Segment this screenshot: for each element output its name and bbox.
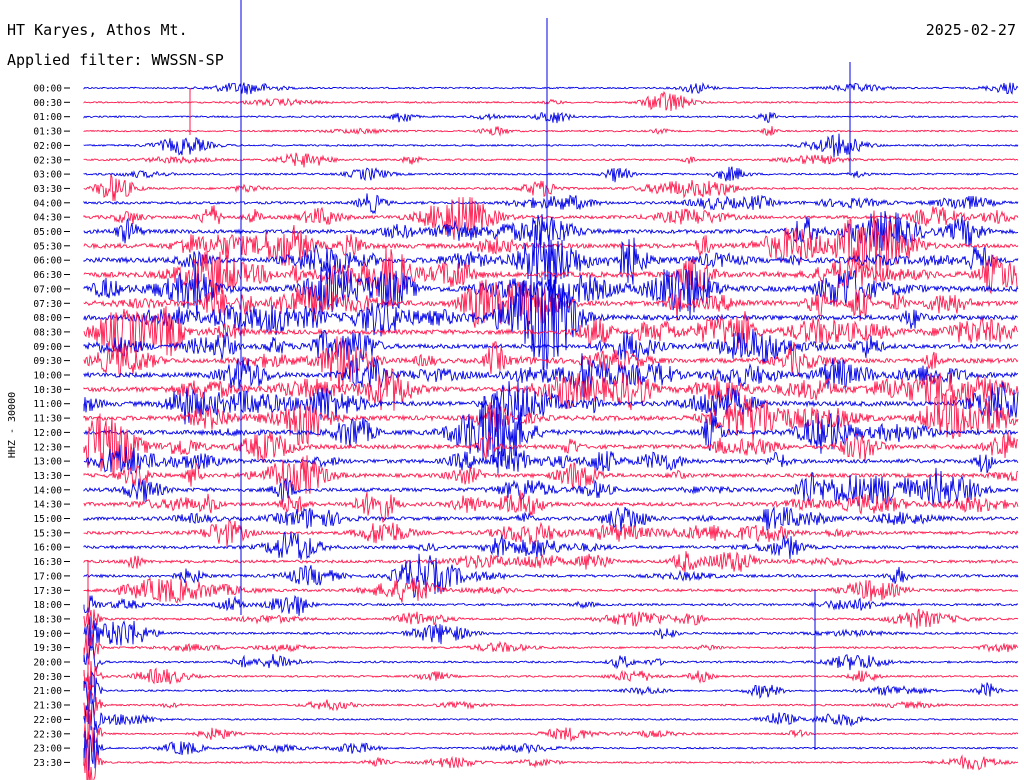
- trace-line: [83, 455, 1019, 494]
- time-tick-label: 02:30: [33, 155, 62, 166]
- trace-line: [83, 684, 1019, 723]
- station-title: HT Karyes, Athos Mt.: [7, 21, 188, 39]
- trace-line: [83, 133, 1019, 158]
- trace-line: [83, 551, 1018, 573]
- time-tick-label: 10:30: [33, 385, 62, 396]
- time-tick-label: 23:30: [33, 758, 62, 769]
- trace-line: [83, 81, 1019, 95]
- time-tick-label: 16:30: [33, 557, 62, 568]
- time-tick-label: 11:30: [33, 414, 62, 425]
- time-tick-label: 07:30: [33, 299, 62, 310]
- time-tick-label: 19:00: [33, 629, 62, 640]
- time-tick-label: 18:00: [33, 600, 62, 611]
- y-axis-label: HHZ - 30000: [7, 392, 18, 458]
- time-tick-label: 09:30: [33, 356, 62, 367]
- time-tick-label: 12:00: [33, 428, 62, 439]
- trace-line: [83, 224, 1019, 287]
- time-tick-label: 21:30: [33, 701, 62, 712]
- time-tick-label: 13:30: [33, 471, 62, 482]
- trace-line: [83, 709, 1019, 753]
- time-tick-label: 01:30: [33, 127, 62, 138]
- trace-line: [83, 279, 1019, 328]
- time-tick-label: 00:30: [33, 98, 62, 109]
- time-tick-label: 13:00: [33, 457, 62, 468]
- trace-line: [83, 413, 1019, 478]
- time-tick-label: 11:00: [33, 399, 62, 410]
- trace-line: [83, 531, 1019, 560]
- trace-line: [83, 577, 1019, 604]
- time-tick-label: 06:30: [33, 270, 62, 281]
- time-tick-label: 08:00: [33, 313, 62, 324]
- time-tick-label: 18:30: [33, 614, 62, 625]
- time-tick-label: 15:00: [33, 514, 62, 525]
- trace-line: [83, 645, 1019, 673]
- time-tick-label: 10:00: [33, 371, 62, 382]
- trace-line: [83, 661, 1019, 691]
- trace-line: [83, 353, 1019, 398]
- filter-label: Applied filter: WWSSN-SP: [7, 51, 224, 69]
- time-tick-label: 17:30: [33, 586, 62, 597]
- trace-line: [83, 152, 1019, 168]
- time-tick-label: 22:00: [33, 715, 62, 726]
- time-tick-label: 23:00: [33, 744, 62, 755]
- time-tick-label: 05:30: [33, 241, 62, 252]
- time-tick-label: 16:00: [33, 543, 62, 554]
- trace-line: [83, 367, 1019, 411]
- time-tick-label: 01:00: [33, 112, 62, 123]
- trace-line: [83, 553, 1019, 599]
- trace-line: [83, 727, 1019, 774]
- trace-line: [83, 193, 1019, 215]
- trace-line: [83, 174, 1019, 201]
- time-tick-label: 02:00: [33, 141, 62, 152]
- date-label: 2025-02-27: [925, 21, 1016, 39]
- trace-line: [83, 698, 1019, 733]
- trace-line: [83, 306, 1019, 357]
- trace-line: [83, 670, 1019, 712]
- time-tick-label: 22:30: [33, 729, 62, 740]
- time-tick-label: 20:30: [33, 672, 62, 683]
- trace-line: [83, 616, 1019, 651]
- time-tick-label: 00:00: [33, 84, 62, 95]
- time-tick-label: 06:00: [33, 256, 62, 267]
- time-tick-label: 03:30: [33, 184, 62, 195]
- time-tick-label: 08:30: [33, 327, 62, 338]
- time-tick-label: 17:00: [33, 571, 62, 582]
- time-tick-label: 04:30: [33, 213, 62, 224]
- time-tick-label: 14:30: [33, 500, 62, 511]
- time-tick-label: 15:30: [33, 528, 62, 539]
- time-tick-label: 14:00: [33, 485, 62, 496]
- trace-line: [83, 490, 1019, 523]
- time-tick-label: 21:00: [33, 686, 62, 697]
- trace-line: [83, 392, 1019, 446]
- trace-line: [83, 520, 1019, 547]
- time-tick-label: 12:30: [33, 442, 62, 453]
- trace-line: [83, 90, 1019, 112]
- trace-line: [83, 747, 1019, 780]
- trace-line: [83, 444, 1019, 475]
- trace-line: [83, 380, 1019, 425]
- time-tick-label: 20:00: [33, 658, 62, 669]
- trace-line: [83, 336, 1019, 393]
- trace-line: [83, 391, 1018, 474]
- time-tick-label: 19:30: [33, 643, 62, 654]
- trace-line: [83, 271, 1019, 370]
- trace-line: [83, 633, 1019, 666]
- time-tick-label: 04:00: [33, 198, 62, 209]
- time-tick-label: 03:00: [33, 170, 62, 181]
- trace-line: [83, 166, 1019, 183]
- trace-line: [83, 126, 1019, 137]
- trace-line: [83, 328, 1019, 364]
- trace-line: [83, 112, 1019, 124]
- time-tick-label: 07:00: [33, 284, 62, 295]
- trace-line: [83, 197, 1019, 240]
- trace-line: [83, 506, 1019, 532]
- trace-line: [83, 595, 1019, 616]
- trace-line: [83, 608, 1019, 631]
- time-tick-label: 05:00: [33, 227, 62, 238]
- time-tick-label: 09:00: [33, 342, 62, 353]
- trace-line: [83, 467, 1019, 507]
